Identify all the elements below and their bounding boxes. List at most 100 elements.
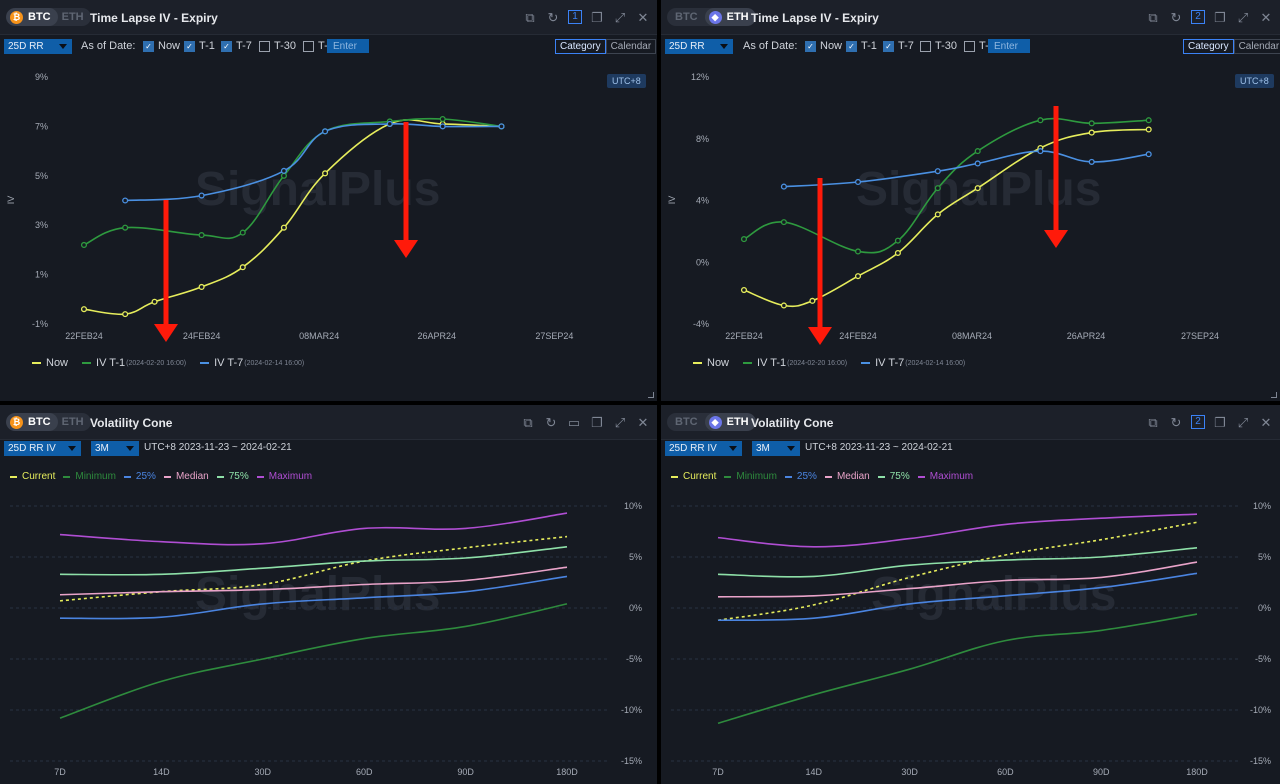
layout-number-icon[interactable]: 1 — [568, 10, 582, 24]
legend-75pct[interactable]: 75% — [877, 471, 910, 482]
checkbox-t7[interactable]: ✓ T-7 — [883, 40, 914, 52]
legend-25pct[interactable]: 25% — [123, 471, 156, 482]
legend-median[interactable]: Median — [163, 471, 209, 482]
coin-toggle: BTC ◆ ETH — [667, 413, 756, 431]
checkbox-custom[interactable]: T- — [303, 40, 328, 52]
tab-btc[interactable]: ₿ BTC — [6, 413, 58, 431]
header-icons: ⧉ ↻ 2 ❐ ⤢ ✕ — [1145, 414, 1274, 430]
y-tick-label: 3% — [35, 220, 48, 230]
y-tick-label: -10% — [1250, 705, 1271, 715]
checkbox-t30[interactable]: T-30 — [259, 40, 296, 52]
checkbox-t1[interactable]: ✓ T-1 — [184, 40, 215, 52]
x-tick-label: 14D — [806, 767, 823, 777]
period-select[interactable]: 3M — [91, 441, 139, 456]
x-tick-label: 180D — [1186, 767, 1208, 777]
close-icon[interactable]: ✕ — [1260, 9, 1272, 25]
legend-maximum[interactable]: Maximum — [256, 471, 312, 482]
tab-calendar[interactable]: Calendar — [1233, 39, 1280, 54]
custom-days-input[interactable]: Enter — [988, 39, 1030, 53]
metric-select[interactable]: 25D RR — [4, 39, 72, 54]
legend-iv-t1[interactable]: IV T-1 (2024-02-20 16:00) — [82, 357, 186, 369]
folder-icon[interactable]: ▭ — [567, 414, 581, 430]
legend-current[interactable]: Current — [10, 471, 55, 482]
data-point — [894, 237, 901, 244]
close-icon[interactable]: ✕ — [637, 9, 649, 25]
checkbox-t7[interactable]: ✓ T-7 — [221, 40, 252, 52]
legend-minimum[interactable]: Minimum — [724, 471, 777, 482]
tab-eth[interactable]: ETH — [61, 416, 84, 428]
tab-eth[interactable]: ◆ ETH — [704, 413, 756, 431]
expand-icon[interactable]: ⤢ — [1237, 9, 1249, 25]
timezone-badge: UTC+8 — [607, 74, 646, 88]
tab-calendar[interactable]: Calendar — [605, 39, 657, 54]
data-point — [239, 264, 246, 271]
y-tick-label: 5% — [35, 171, 48, 181]
data-point — [1145, 126, 1152, 133]
legend-now[interactable]: Now — [32, 357, 68, 369]
metric-select[interactable]: 25D RR IV — [4, 441, 81, 456]
tab-category[interactable]: Category — [1183, 39, 1234, 54]
layout-number-icon[interactable]: 2 — [1191, 415, 1205, 429]
tab-btc[interactable]: BTC — [675, 416, 698, 428]
legend-now[interactable]: Now — [693, 357, 729, 369]
legend-iv-t1[interactable]: IV T-1 (2024-02-20 16:00) — [743, 357, 847, 369]
data-point — [934, 185, 941, 192]
tab-eth[interactable]: ◆ ETH — [704, 8, 756, 26]
resize-handle[interactable] — [1271, 392, 1277, 398]
open-external-icon[interactable]: ⧉ — [523, 414, 533, 430]
btc-volatility-cone-panel: ₿ BTC ETH Volatility Cone ⧉ ↻ ▭ ❐ ⤢ ✕ 25D… — [0, 405, 657, 784]
view-mode-toggle: Category Calendar — [555, 39, 657, 54]
resize-handle[interactable] — [648, 392, 654, 398]
metric-select[interactable]: 25D RR IV — [665, 441, 742, 456]
legend-median[interactable]: Median — [824, 471, 870, 482]
custom-days-input[interactable]: Enter — [327, 39, 369, 53]
expand-icon[interactable]: ⤢ — [614, 414, 626, 430]
chart-legend: Current Minimum 25% Median 75% Maximum — [671, 471, 973, 482]
copy-icon[interactable]: ❐ — [1214, 414, 1226, 430]
legend-minimum[interactable]: Minimum — [63, 471, 116, 482]
legend-25pct[interactable]: 25% — [784, 471, 817, 482]
checkbox-custom[interactable]: T- — [964, 40, 989, 52]
legend-75pct[interactable]: 75% — [216, 471, 249, 482]
copy-icon[interactable]: ❐ — [591, 414, 603, 430]
x-tick-label: 26APR24 — [1067, 331, 1106, 341]
metric-select[interactable]: 25D RR — [665, 39, 733, 54]
refresh-icon[interactable]: ↻ — [1170, 9, 1182, 25]
data-point — [122, 224, 129, 231]
x-tick-label: 24FEB24 — [183, 331, 221, 341]
series-line-25- — [717, 572, 1198, 622]
open-external-icon[interactable]: ⧉ — [1148, 414, 1158, 430]
expand-icon[interactable]: ⤢ — [1237, 414, 1249, 430]
expand-icon[interactable]: ⤢ — [614, 9, 626, 25]
copy-icon[interactable]: ❐ — [591, 9, 603, 25]
refresh-icon[interactable]: ↻ — [1170, 414, 1182, 430]
legend-maximum[interactable]: Maximum — [917, 471, 973, 482]
tab-category[interactable]: Category — [555, 39, 606, 54]
open-external-icon[interactable]: ⧉ — [525, 9, 535, 25]
tab-eth[interactable]: ETH — [61, 11, 84, 23]
layout-number-icon[interactable]: 2 — [1191, 10, 1205, 24]
legend-iv-t7[interactable]: IV T-7 (2024-02-14 16:00) — [200, 357, 304, 369]
period-select[interactable]: 3M — [752, 441, 800, 456]
tab-btc[interactable]: BTC — [675, 11, 698, 23]
close-icon[interactable]: ✕ — [637, 414, 649, 430]
checkbox-now[interactable]: ✓ Now — [805, 40, 842, 52]
legend-iv-t7[interactable]: IV T-7 (2024-02-14 16:00) — [861, 357, 965, 369]
refresh-icon[interactable]: ↻ — [547, 9, 559, 25]
data-point — [1088, 158, 1095, 165]
open-external-icon[interactable]: ⧉ — [1148, 9, 1158, 25]
data-point — [151, 298, 158, 305]
series-line-minimum — [717, 613, 1198, 725]
x-tick-label: 60D — [997, 767, 1014, 777]
close-icon[interactable]: ✕ — [1260, 414, 1272, 430]
refresh-icon[interactable]: ↻ — [545, 414, 557, 430]
eth-time-lapse-panel: BTC ◆ ETH Time Lapse IV - Expiry ⧉ ↻ 2 ❐ … — [661, 0, 1280, 401]
legend-current[interactable]: Current — [671, 471, 716, 482]
checkbox-t30[interactable]: T-30 — [920, 40, 957, 52]
checkbox-now[interactable]: ✓ Now — [143, 40, 180, 52]
tab-btc[interactable]: ₿ BTC — [6, 8, 58, 26]
y-tick-label: 7% — [35, 121, 48, 131]
checkbox-t1[interactable]: ✓ T-1 — [846, 40, 877, 52]
copy-icon[interactable]: ❐ — [1214, 9, 1226, 25]
